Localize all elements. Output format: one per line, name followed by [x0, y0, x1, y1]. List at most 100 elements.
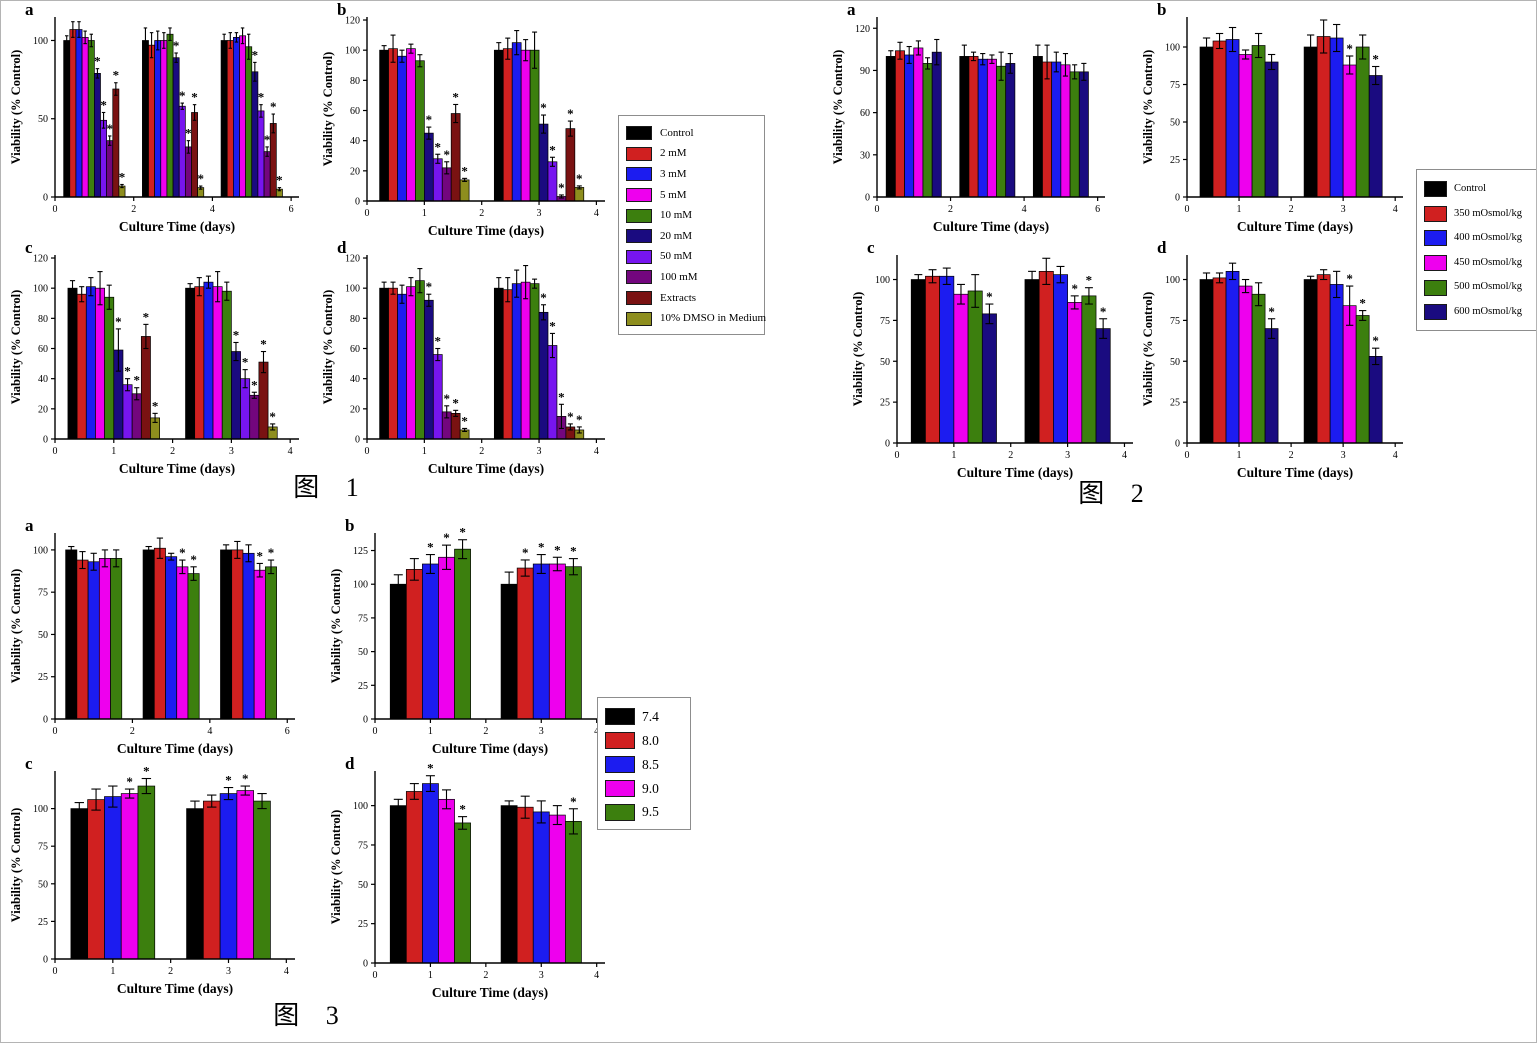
x-tick-label: 0 [53, 726, 58, 737]
fig3-panel-c: c * * * * 0 25 50 75 100 0 1 2 3 4 Viability (% Control… [9, 755, 303, 999]
legend-swatch [626, 291, 652, 306]
x-tick-label: 0 [365, 208, 370, 219]
bar-g0-s4 [922, 63, 933, 198]
panel-letter: b [345, 517, 354, 535]
y-tick-label: 125 [353, 546, 368, 557]
sig-star: * [257, 548, 264, 563]
error-bar [71, 21, 75, 38]
fig2-panel-a: a 0 30 60 90 120 0 2 4 6 Viability (% Control) Cult… [831, 1, 1113, 237]
sig-star: * [1346, 41, 1353, 56]
legend-row: 9.5 [605, 800, 686, 824]
error-bar [242, 369, 248, 389]
bar-g0-s5 [981, 313, 997, 444]
sig-star: * [558, 389, 565, 404]
error-bar [186, 140, 191, 154]
error-bar [120, 183, 124, 189]
error-bar [408, 277, 414, 297]
panel-letter: c [867, 239, 875, 257]
x-axis-label: Culture Time (days) [432, 985, 548, 1000]
x-tick-label: 1 [422, 208, 427, 219]
y-tick-label: 20 [350, 404, 360, 415]
chart-svg: a 0 30 60 90 120 0 2 4 6 Viability (% Control) Cult… [831, 1, 1105, 234]
fig3-panel-b: b * * * * * * * 0 25 50 75 100 125 0 1 2 3 4 Viability (% C… [329, 517, 613, 759]
error-bar [205, 275, 212, 289]
x-tick-label: 1 [1237, 450, 1242, 461]
error-bar [79, 551, 86, 570]
error-bar [514, 269, 520, 298]
bar-g1-s0 [493, 49, 504, 202]
bar-g0-s0 [1199, 46, 1214, 198]
error-bar [505, 277, 511, 303]
bar-g2-s2 [242, 552, 255, 720]
error-bar [95, 68, 100, 79]
y-tick-label: 50 [38, 630, 48, 641]
y-tick-label: 0 [865, 193, 870, 204]
sig-star: * [558, 180, 565, 195]
error-bar [523, 265, 529, 300]
legend-label: 9.5 [642, 804, 659, 820]
y-axis-label: Viability (% Control) [9, 808, 23, 923]
legend-label: 350 mOsmol/kg [1454, 207, 1522, 219]
x-tick-label: 0 [373, 970, 378, 981]
error-bar [1028, 270, 1037, 289]
y-tick-label: 0 [885, 439, 890, 450]
error-bar [541, 114, 547, 134]
y-tick-label: 60 [350, 344, 360, 355]
error-bar [906, 45, 912, 64]
sig-star: * [1372, 333, 1379, 348]
x-tick-label: 0 [53, 966, 58, 977]
error-bar [97, 271, 103, 306]
y-tick-label: 100 [353, 801, 368, 812]
chart-svg: a * * * * 0 25 50 75 100 0 2 4 6 Viability (% Control)… [9, 517, 295, 756]
bar-g0-s7 [131, 393, 142, 440]
bar-g0-s3 [98, 558, 111, 720]
fig2-panel-c: c * * * * 0 25 50 75 100 0 1 2 3 4 Viability (% Control… [851, 239, 1141, 483]
error-bar [897, 41, 903, 60]
error-bar [924, 57, 931, 70]
error-bar [1007, 53, 1013, 74]
sig-star: * [570, 794, 577, 809]
bar-g1-s3 [1342, 64, 1357, 198]
sig-star: * [133, 373, 140, 388]
y-tick-label: 75 [1170, 80, 1180, 91]
bar-g1-s4 [1355, 315, 1370, 444]
error-bar [576, 426, 582, 434]
y-tick-label: 50 [358, 647, 368, 658]
bar-g1-s2 [1053, 274, 1068, 444]
bar-g0-s2 [422, 563, 439, 720]
legend-row: 400 mOsmol/kg [1424, 226, 1533, 251]
error-bar [390, 34, 396, 63]
bar-g0-s1 [405, 791, 423, 964]
error-bar [1346, 55, 1354, 75]
error-bar [1056, 265, 1065, 284]
legend-swatch [626, 311, 652, 326]
bar-g0-s8 [450, 113, 461, 202]
x-axis-label: Culture Time (days) [432, 741, 548, 756]
error-bar [1044, 44, 1050, 80]
bar-g1-s2 [511, 42, 522, 202]
error-bar [441, 544, 451, 570]
sig-star: * [443, 147, 450, 162]
bar-g1-s5 [172, 57, 180, 198]
bar-g1-s3 [160, 40, 168, 198]
panel-letter: a [847, 1, 856, 19]
bar-g0-s4 [415, 280, 425, 440]
fig1-legend: Control 2 mM 3 mM 5 mM 10 mM 20 mM 50 mM 100 mM… [618, 115, 766, 335]
bar-g1-s6 [178, 105, 186, 198]
sig-star: * [1359, 296, 1366, 311]
legend-row: 5 mM [626, 185, 760, 206]
bar-g1-s4 [221, 290, 232, 440]
bar-g1-s0 [185, 287, 196, 440]
x-tick-label: 2 [170, 446, 175, 457]
error-bar [113, 549, 120, 568]
bar-g1-s3 [1342, 305, 1357, 444]
x-tick-label: 4 [1393, 204, 1398, 215]
legend-swatch [626, 126, 652, 141]
error-bar [198, 185, 203, 190]
bar-g1-s0 [142, 40, 149, 198]
legend-row: 8.5 [605, 753, 686, 777]
x-axis-label: Culture Time (days) [933, 219, 1049, 234]
y-tick-label: 0 [43, 955, 48, 966]
panel-letter: a [25, 1, 34, 19]
